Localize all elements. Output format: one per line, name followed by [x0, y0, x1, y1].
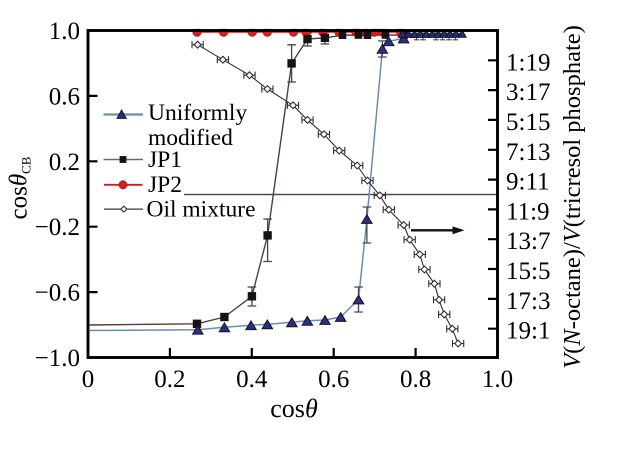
- svg-text:17:3: 17:3: [506, 288, 550, 315]
- svg-text:−0.6: −0.6: [35, 280, 80, 307]
- svg-text:7:13: 7:13: [506, 139, 550, 166]
- svg-text:11:9: 11:9: [506, 198, 550, 225]
- svg-text:V(N-octane)/V(tricresol phosph: V(N-octane)/V(tricresol phosphate): [559, 25, 586, 369]
- svg-text:1:19: 1:19: [506, 49, 550, 76]
- svg-text:JP1: JP1: [148, 147, 182, 173]
- svg-text:0.8: 0.8: [400, 366, 431, 393]
- svg-text:JP2: JP2: [148, 172, 182, 198]
- svg-text:0.2: 0.2: [154, 366, 185, 393]
- svg-text:9:11: 9:11: [506, 169, 550, 196]
- svg-text:0.4: 0.4: [236, 366, 268, 393]
- svg-text:1.0: 1.0: [49, 18, 80, 45]
- svg-text:modified: modified: [148, 125, 233, 151]
- svg-text:0.6: 0.6: [49, 83, 80, 110]
- svg-text:13:7: 13:7: [506, 228, 550, 255]
- svg-text:−1.0: −1.0: [35, 345, 80, 372]
- svg-text:19:1: 19:1: [506, 318, 550, 345]
- svg-text:Oil mixture: Oil mixture: [147, 197, 256, 223]
- svg-text:15:5: 15:5: [506, 258, 550, 285]
- svg-text:−0.2: −0.2: [35, 214, 80, 241]
- svg-text:cosθ: cosθ: [270, 394, 318, 423]
- svg-text:3:17: 3:17: [506, 79, 550, 106]
- svg-text:0: 0: [82, 366, 95, 393]
- svg-text:Uniformly: Uniformly: [148, 100, 247, 126]
- svg-text:0.6: 0.6: [318, 366, 349, 393]
- svg-text:5:15: 5:15: [506, 109, 550, 136]
- svg-text:1.0: 1.0: [482, 366, 513, 393]
- svg-text:0.2: 0.2: [49, 149, 80, 176]
